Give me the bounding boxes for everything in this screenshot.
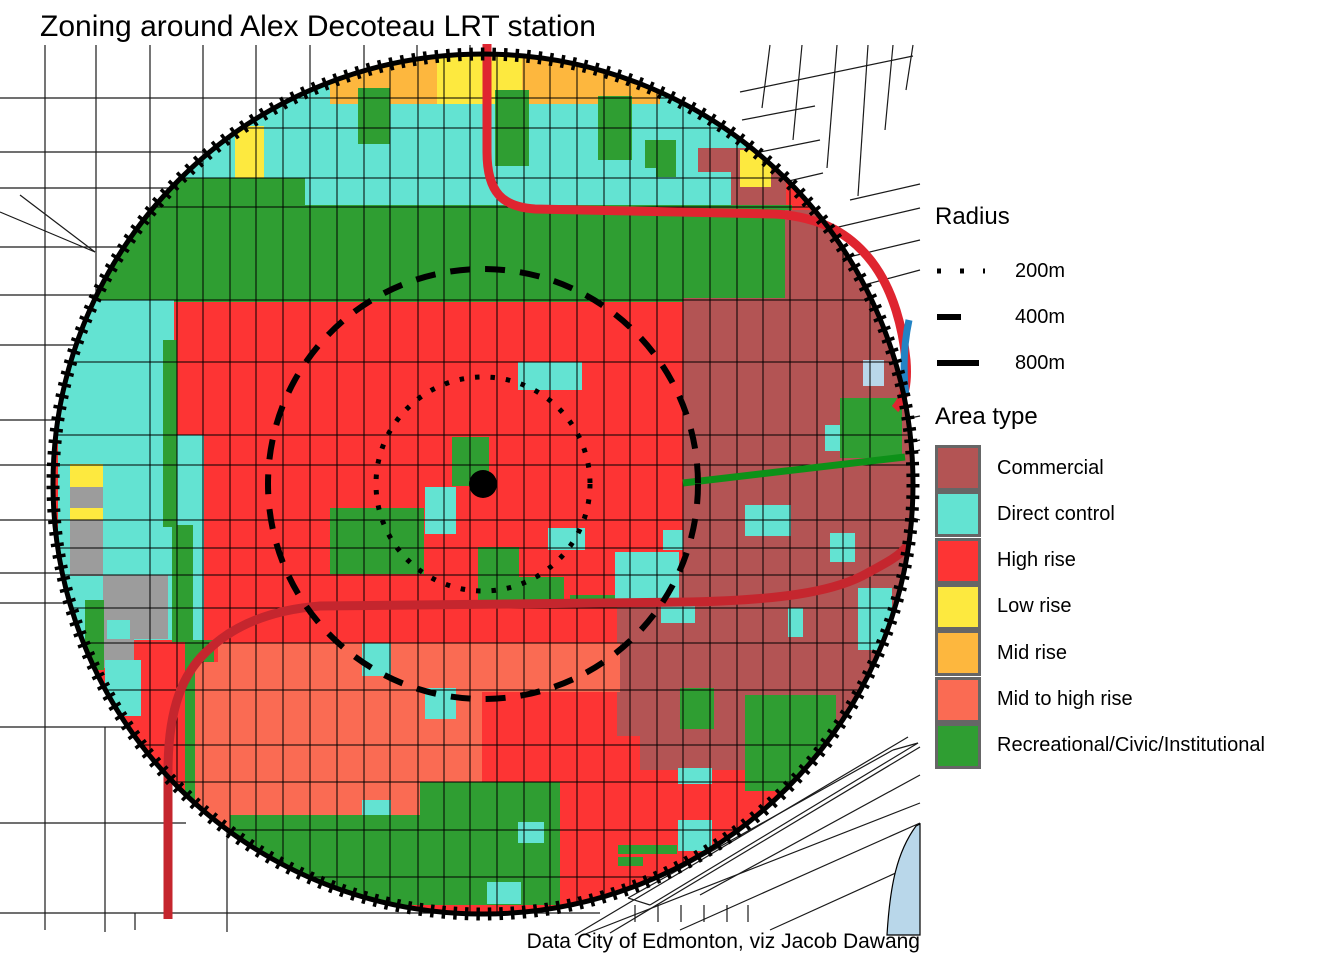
area-type-label: Mid rise	[997, 641, 1068, 664]
zone-cyan	[107, 620, 130, 639]
street-line	[19, 194, 96, 253]
color-swatch	[935, 630, 981, 677]
area-type-label: Recreational/Civic/Institutional	[997, 734, 1265, 757]
zone-green	[840, 398, 902, 458]
street-line	[0, 211, 96, 253]
color-swatch	[935, 445, 981, 491]
color-swatch	[935, 491, 981, 538]
radius-legend-item-800m: 800m	[935, 348, 1065, 378]
street-line	[761, 44, 771, 109]
zone-cyan	[610, 168, 656, 208]
zone-green	[163, 340, 177, 527]
road-green-line	[682, 453, 906, 487]
color-swatch	[935, 583, 981, 630]
zone-cyan	[362, 643, 391, 676]
area-type-label: Direct control	[997, 502, 1115, 525]
street-line	[627, 749, 894, 899]
street-line	[699, 774, 921, 896]
data-source-caption: Data City of Edmonton, viz Jacob Dawang	[526, 930, 920, 953]
area-type-item: Mid to high rise	[935, 676, 1133, 723]
street-line	[741, 105, 816, 121]
area-type-label: Commercial	[997, 456, 1104, 479]
area-type-legend-title: Area type	[935, 403, 1038, 430]
street-line	[905, 44, 914, 91]
radius-item-label: 800m	[1015, 351, 1066, 374]
zone-cyan	[788, 608, 803, 637]
zone-cyan	[678, 768, 712, 784]
street-line	[892, 742, 919, 751]
street-line	[849, 183, 921, 201]
zone-cyan	[487, 882, 521, 904]
color-swatch	[935, 676, 981, 723]
area-type-label: Low rise	[997, 595, 1072, 618]
color-swatch	[935, 722, 981, 769]
zone-green	[420, 782, 560, 827]
page-title: Zoning around Alex Decoteau LRT station	[40, 10, 596, 43]
zone-cyan	[683, 172, 731, 208]
area-type-item: Mid rise	[935, 630, 1068, 677]
street-line	[739, 55, 914, 93]
zone-water	[863, 360, 884, 386]
solid-line-sample	[937, 360, 979, 366]
zone-green	[517, 577, 564, 600]
street-line	[609, 746, 921, 934]
zone-green	[55, 178, 305, 302]
zone-yellow	[70, 464, 103, 487]
street-line	[679, 822, 921, 931]
radius-item-label: 200m	[1015, 259, 1066, 282]
zone-green	[618, 845, 677, 854]
street-line	[582, 802, 921, 936]
zone-green	[358, 88, 390, 144]
radius-circles	[46, 47, 920, 921]
street-line	[884, 44, 894, 131]
road-main-red	[163, 543, 911, 919]
zone-green	[330, 508, 424, 574]
zone-cyan	[548, 528, 585, 550]
roads-layer	[163, 44, 913, 919]
area-type-item: Direct control	[935, 491, 1115, 538]
zone-green	[172, 525, 193, 642]
radius-legend-item-200m: 200m	[935, 256, 1065, 286]
zone-green	[295, 205, 792, 302]
road-blue-line	[900, 319, 913, 397]
area-type-item: Commercial	[935, 445, 1104, 491]
area-type-label: Mid to high rise	[997, 688, 1133, 710]
zone-green	[478, 547, 519, 600]
street-line	[649, 742, 919, 906]
color-swatch	[935, 537, 981, 584]
street-line	[792, 44, 803, 141]
dotted-line-sample	[937, 268, 985, 274]
zone-gray	[70, 487, 103, 508]
water-body	[886, 823, 921, 936]
radius-item-label: 400m	[1015, 305, 1066, 328]
area-type-item: Recreational/Civic/Institutional	[935, 722, 1265, 769]
radius-legend-title: Radius	[935, 203, 1010, 230]
dashed-line-sample	[937, 314, 985, 320]
zone-cyan	[518, 822, 544, 843]
street-line	[627, 897, 651, 906]
station-center-dot	[469, 470, 497, 498]
radius-legend-item-400m: 400m	[935, 302, 1065, 332]
street-line	[826, 44, 838, 169]
area-type-item: Low rise	[935, 583, 1072, 630]
area-type-label: High rise	[997, 549, 1076, 572]
zone-cyan	[425, 487, 456, 534]
zone-yellow	[235, 126, 264, 182]
street-line	[857, 44, 869, 197]
radius-200m-circle	[373, 374, 593, 594]
area-type-item: High rise	[935, 537, 1076, 584]
zone-yellow	[70, 508, 103, 520]
street-line	[574, 736, 909, 936]
zone-green	[680, 688, 714, 729]
radius-400m-circle	[265, 266, 701, 702]
radius-800m-circle-teeth	[46, 47, 920, 921]
